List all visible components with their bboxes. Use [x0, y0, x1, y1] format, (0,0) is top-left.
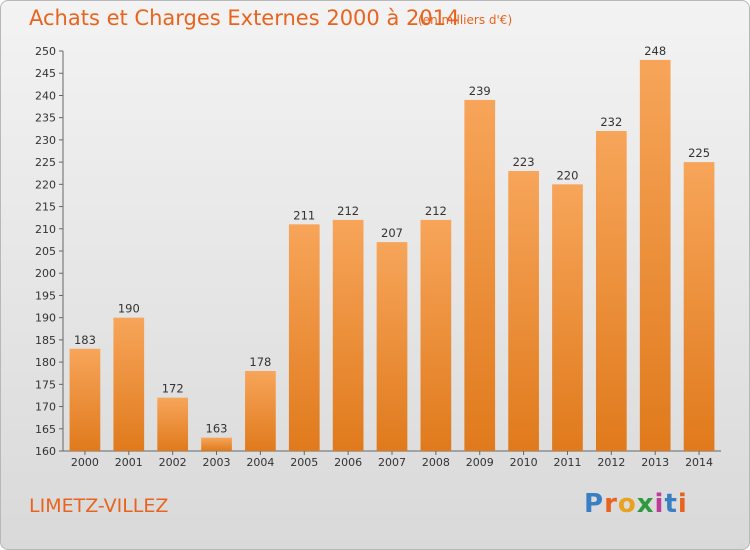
commune-name: LIMETZ-VILLEZ	[29, 495, 169, 517]
value-label-2014: 225	[688, 146, 710, 160]
y-tick-label: 225	[35, 156, 56, 169]
x-tick-label-2009: 2009	[466, 456, 494, 469]
x-tick-label-2013: 2013	[641, 456, 669, 469]
bar-2000	[69, 348, 101, 451]
y-tick-label: 220	[35, 178, 56, 191]
y-tick-label: 185	[35, 334, 56, 347]
y-tick-label: 210	[35, 223, 56, 236]
x-tick-label-2010: 2010	[510, 456, 538, 469]
y-tick-label: 200	[35, 267, 56, 280]
brand-letter: x	[636, 489, 655, 519]
chart-title: Achats et Charges Externes 2000 à 2014	[29, 6, 460, 30]
bar-2003	[201, 437, 232, 451]
value-label-2007: 207	[381, 226, 403, 240]
brand-letter: i	[654, 489, 665, 519]
bar-2002	[157, 397, 189, 451]
value-label-2005: 211	[293, 208, 315, 222]
value-label-2008: 212	[425, 204, 447, 218]
brand-letter: t	[664, 489, 678, 519]
y-tick-label: 170	[35, 401, 56, 414]
value-label-2004: 178	[249, 355, 271, 369]
value-label-2006: 212	[337, 204, 359, 218]
bar-2009	[464, 99, 496, 451]
value-label-2000: 183	[74, 333, 96, 347]
y-tick-label: 230	[35, 134, 56, 147]
bar-2014	[683, 162, 715, 451]
x-tick-label-2012: 2012	[597, 456, 625, 469]
y-tick-label: 180	[35, 356, 56, 369]
x-tick-label-2001: 2001	[115, 456, 143, 469]
value-label-2010: 223	[513, 155, 535, 169]
chart-subtitle: (en milliers d'€)	[418, 13, 513, 27]
x-tick-label-2000: 2000	[71, 456, 99, 469]
bar-2001	[113, 317, 145, 451]
y-tick-label: 240	[35, 89, 56, 102]
x-tick-label-2002: 2002	[159, 456, 187, 469]
value-label-2013: 248	[644, 44, 666, 58]
x-tick-label-2006: 2006	[334, 456, 362, 469]
bar-2004	[245, 371, 276, 451]
x-tick-label-2005: 2005	[290, 456, 318, 469]
y-tick-label: 190	[35, 312, 56, 325]
x-tick-label-2008: 2008	[422, 456, 450, 469]
proxiti-logo: Proxiti	[584, 489, 688, 519]
y-tick-label: 235	[35, 112, 56, 125]
x-tick-label-2014: 2014	[685, 456, 713, 469]
brand-letter: o	[617, 489, 637, 519]
y-tick-label: 195	[35, 289, 56, 302]
bar-2005	[288, 224, 320, 451]
y-tick-label: 250	[35, 45, 56, 58]
bar-2013	[639, 59, 671, 452]
bar-2010	[508, 171, 539, 451]
value-label-2003: 163	[206, 422, 228, 436]
y-tick-label: 165	[35, 423, 56, 436]
bar-2006	[332, 219, 364, 451]
value-label-2012: 232	[600, 115, 622, 129]
brand-letter: r	[604, 489, 618, 519]
brand-letter: P	[584, 489, 605, 519]
x-tick-label-2007: 2007	[378, 456, 406, 469]
y-tick-label: 175	[35, 378, 56, 391]
y-tick-label: 245	[35, 67, 56, 80]
bar-2007	[376, 242, 408, 451]
y-tick-label: 205	[35, 245, 56, 258]
value-label-2001: 190	[118, 302, 140, 316]
x-tick-label-2003: 2003	[203, 456, 231, 469]
y-tick-label: 215	[35, 201, 56, 214]
x-tick-label-2011: 2011	[553, 456, 581, 469]
y-tick-label: 160	[35, 445, 56, 458]
bar-2011	[552, 184, 583, 452]
bar-2012	[595, 131, 627, 451]
value-label-2002: 172	[162, 382, 184, 396]
value-label-2009: 239	[469, 84, 491, 98]
value-label-2011: 220	[556, 168, 578, 182]
x-tick-label-2004: 2004	[246, 456, 274, 469]
bar-2008	[420, 219, 452, 451]
brand-letter: i	[677, 489, 688, 519]
